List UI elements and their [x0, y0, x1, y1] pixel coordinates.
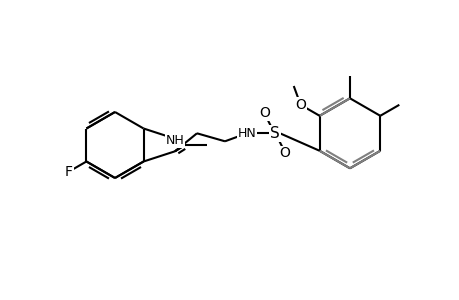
Text: HN: HN: [237, 127, 256, 140]
Text: F: F: [65, 164, 73, 178]
Text: S: S: [269, 126, 279, 141]
Text: O: O: [295, 98, 305, 112]
Text: O: O: [259, 106, 270, 120]
Text: NH: NH: [165, 134, 184, 147]
Text: O: O: [279, 146, 290, 160]
